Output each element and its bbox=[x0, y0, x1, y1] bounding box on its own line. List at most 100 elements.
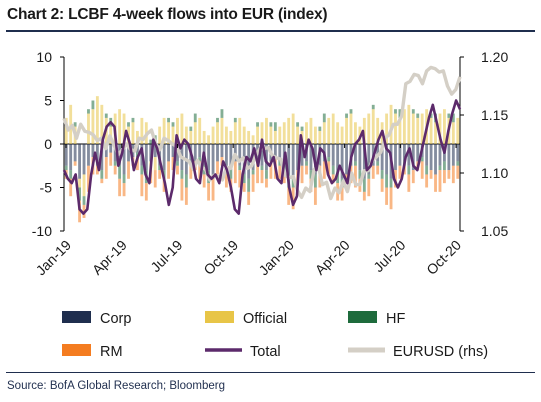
bar-corp-14 bbox=[127, 144, 130, 162]
bar-hf-2 bbox=[73, 122, 77, 127]
bar-hf-38 bbox=[233, 117, 237, 123]
bar-corp-74 bbox=[394, 144, 397, 171]
bar-corp-22 bbox=[162, 144, 166, 171]
bar-hf-24 bbox=[171, 122, 175, 127]
bar-official-16 bbox=[135, 130, 139, 144]
bar-corp-29 bbox=[193, 144, 197, 162]
legend: Corp Official HF RM Total EURUSD (rhs) bbox=[62, 311, 488, 360]
bar-hf-25 bbox=[176, 161, 179, 166]
bar-rm-80 bbox=[420, 161, 424, 179]
right-tick-label-1: 1.15 bbox=[481, 107, 508, 123]
bar-rm-84 bbox=[438, 170, 442, 192]
legend-label-official: Official bbox=[243, 311, 287, 327]
bar-rm-44 bbox=[260, 170, 264, 184]
bar-hf-6 bbox=[91, 100, 95, 110]
bar-rm-25 bbox=[176, 165, 179, 175]
bar-official-13 bbox=[122, 113, 126, 144]
bar-hf-68 bbox=[367, 174, 371, 179]
bar-official-37 bbox=[229, 130, 233, 144]
right-tick-label-0: 1.20 bbox=[481, 49, 508, 65]
bar-rm-48 bbox=[278, 165, 282, 179]
bar-official-69 bbox=[371, 109, 375, 144]
bar-rm-59 bbox=[327, 161, 331, 175]
bar-official-46 bbox=[269, 126, 273, 144]
bar-hf-85 bbox=[443, 161, 446, 171]
bar-hf-54 bbox=[305, 161, 308, 166]
bar-corp-86 bbox=[447, 144, 451, 171]
bar-corp-62 bbox=[340, 144, 344, 179]
bar-rm-33 bbox=[211, 178, 215, 201]
bar-official-47 bbox=[273, 130, 277, 144]
bar-hf-55 bbox=[309, 170, 313, 179]
bar-corp-78 bbox=[411, 144, 415, 171]
bar-hf-14 bbox=[127, 122, 130, 127]
bar-corp-34 bbox=[216, 144, 219, 162]
flows-chart: 10 5 0 -5 -10 1.20 1.15 1.10 1.05 Jan-19 Apr-19 Jul… bbox=[32, 49, 509, 360]
x-tick-label-4: Jan-20 bbox=[255, 237, 297, 279]
bar-corp-87 bbox=[451, 144, 455, 166]
bar-official-58 bbox=[322, 122, 326, 144]
bar-official-49 bbox=[282, 122, 286, 144]
bar-rm-65 bbox=[354, 165, 357, 188]
total-line-layer bbox=[62, 99, 462, 215]
bar-corp-70 bbox=[376, 144, 380, 162]
bar-rm-83 bbox=[434, 174, 437, 192]
bar-rm-36 bbox=[224, 170, 228, 188]
bar-official-32 bbox=[207, 135, 211, 144]
bar-rm-2 bbox=[73, 161, 77, 166]
bar-hf-28 bbox=[189, 126, 193, 131]
left-tick-label-2: 0 bbox=[44, 136, 52, 152]
bar-rm-12 bbox=[118, 178, 122, 197]
bar-rm-56 bbox=[313, 187, 317, 205]
bar-corp-30 bbox=[198, 144, 202, 158]
legend-swatch-rm bbox=[62, 344, 91, 356]
bar-rm-14 bbox=[127, 161, 130, 179]
bar-corp-23 bbox=[167, 144, 170, 162]
bar-official-45 bbox=[265, 117, 268, 144]
bar-rm-42 bbox=[251, 174, 255, 192]
bar-hf-39 bbox=[238, 165, 242, 171]
bar-corp-53 bbox=[300, 144, 304, 166]
bar-hf-77 bbox=[407, 165, 411, 175]
bar-hf-11 bbox=[113, 161, 117, 166]
bar-hf-75 bbox=[398, 109, 402, 118]
bar-rm-41 bbox=[247, 191, 251, 205]
bar-rm-81 bbox=[425, 174, 429, 188]
bar-corp-75 bbox=[398, 144, 402, 166]
bar-official-74 bbox=[394, 113, 397, 144]
bar-hf-46 bbox=[269, 122, 273, 127]
bar-rm-8 bbox=[100, 178, 104, 184]
bar-hf-8 bbox=[100, 170, 104, 179]
bar-hf-71 bbox=[380, 170, 384, 179]
title-rule bbox=[6, 30, 535, 32]
left-tick-label-3: -5 bbox=[40, 180, 53, 196]
legend-label-hf: HF bbox=[386, 311, 405, 327]
bar-rm-51 bbox=[291, 187, 295, 210]
bar-rm-62 bbox=[340, 187, 344, 201]
bar-hf-51 bbox=[291, 178, 295, 188]
bar-official-79 bbox=[416, 117, 420, 144]
legend-swatch-corp bbox=[62, 311, 91, 323]
bar-rm-82 bbox=[429, 170, 433, 179]
bar-rm-67 bbox=[362, 191, 366, 201]
bar-corp-52 bbox=[296, 144, 300, 171]
bar-corp-82 bbox=[429, 144, 433, 171]
bars-layer bbox=[64, 96, 460, 223]
legend-label-rm: RM bbox=[100, 344, 123, 360]
bar-hf-27 bbox=[184, 174, 188, 188]
bar-hf-66 bbox=[358, 170, 362, 179]
legend-label-corp: Corp bbox=[100, 311, 131, 327]
bar-hf-69 bbox=[371, 104, 375, 110]
bar-corp-71 bbox=[380, 144, 384, 171]
bar-rm-21 bbox=[158, 170, 162, 179]
bar-corp-48 bbox=[278, 144, 282, 162]
bar-hf-53 bbox=[300, 126, 304, 131]
bar-official-5 bbox=[87, 113, 90, 144]
bar-corp-88 bbox=[456, 144, 460, 162]
bar-corp-65 bbox=[354, 144, 357, 162]
legend-label-total: Total bbox=[250, 344, 281, 360]
bar-hf-13 bbox=[122, 174, 126, 184]
bar-official-42 bbox=[251, 135, 255, 144]
bar-rm-13 bbox=[122, 183, 126, 197]
bar-corp-68 bbox=[367, 144, 371, 175]
